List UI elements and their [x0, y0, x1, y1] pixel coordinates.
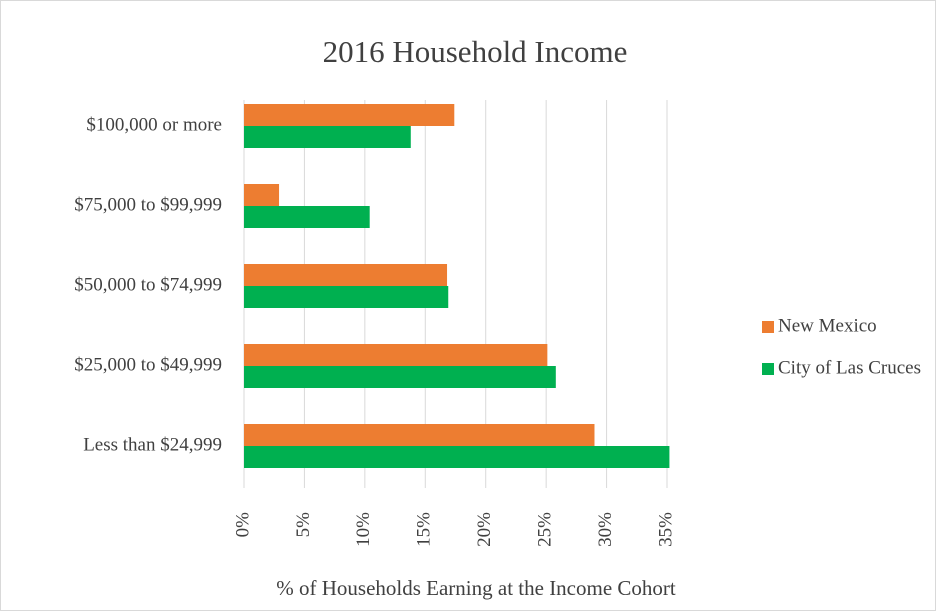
- y-tick-label: $75,000 to $99,999: [74, 194, 222, 215]
- bar: [244, 424, 595, 446]
- x-tick-label: 30%: [595, 512, 616, 547]
- x-tick-label: 20%: [474, 512, 495, 547]
- bar: [244, 286, 449, 308]
- x-axis-label: % of Households Earning at the Income Co…: [276, 576, 676, 600]
- x-tick-label: 15%: [414, 512, 435, 547]
- bar: [244, 104, 455, 126]
- y-tick-label: $100,000 or more: [86, 114, 222, 135]
- y-tick-label: $25,000 to $49,999: [74, 354, 222, 375]
- bar: [244, 446, 670, 468]
- x-tick-label: 10%: [353, 512, 374, 547]
- x-tick-label: 35%: [655, 512, 676, 547]
- bar: [244, 264, 448, 286]
- legend-label: New Mexico: [778, 315, 877, 336]
- legend-swatch: [762, 321, 774, 333]
- y-tick-label: Less than $24,999: [83, 434, 222, 455]
- y-tick-label: $50,000 to $74,999: [74, 274, 222, 295]
- bar: [244, 126, 411, 148]
- bar: [244, 206, 370, 228]
- bar: [244, 344, 548, 366]
- bar: [244, 184, 280, 206]
- legend-swatch: [762, 363, 774, 375]
- x-tick-label: 0%: [232, 512, 253, 538]
- x-tick-label: 25%: [535, 512, 556, 547]
- chart-title: 2016 Household Income: [323, 34, 628, 69]
- bar: [244, 366, 556, 388]
- x-tick-label: 5%: [293, 512, 314, 538]
- legend-label: City of Las Cruces: [778, 357, 921, 378]
